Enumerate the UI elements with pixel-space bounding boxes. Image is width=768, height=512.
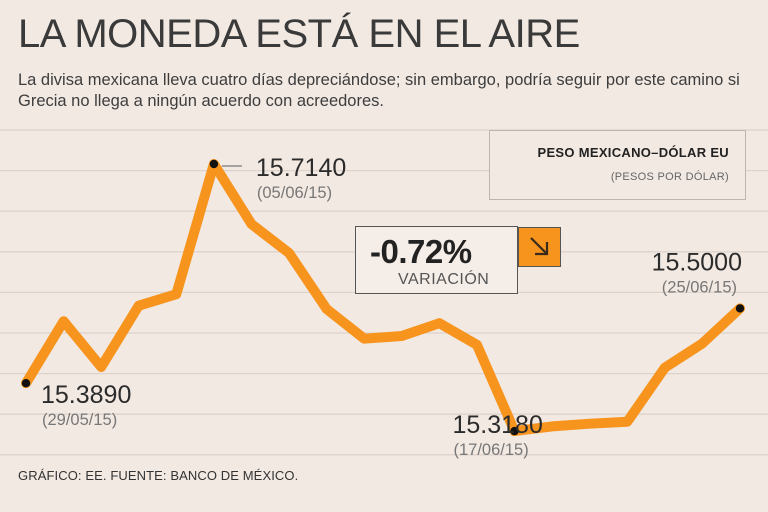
annotation-value: 15.3890 [41,381,131,409]
annotation-date: (05/06/15) [257,184,332,202]
legend-subtitle: (PESOS POR DÓLAR) [610,171,729,183]
annotation-value: 15.7140 [256,154,346,182]
annotation-value: 15.3180 [453,411,543,439]
annotation-date: (17/06/15) [454,441,529,459]
annotation-date: (25/06/15) [662,278,737,296]
annotation-marker [735,304,745,313]
annotation-value: 15.5000 [652,248,742,276]
annotation-marker [510,426,519,436]
annotation-marker [21,379,31,388]
chart-title: LA MONEDA ESTÁ EN EL AIRE [18,12,580,56]
variation-value: -0.72% [370,233,472,270]
variation-box: -0.72% VARIACIÓN [355,226,518,294]
variation-label: VARIACIÓN [398,271,490,288]
annotation-date: (29/05/15) [42,411,117,429]
legend-title: PESO MEXICANO–DÓLAR EU [537,145,729,160]
legend-box: PESO MEXICANO–DÓLAR EU (PESOS POR DÓLAR) [489,130,746,200]
annotations: 15.3890 (29/05/15) 15.7140 (05/06/15) 15.318… [21,154,745,459]
annotation-marker [209,159,219,169]
source-credit: GRÁFICO: EE. FUENTE: BANCO DE MÉXICO. [18,468,299,483]
series-line [21,159,745,437]
chart-subtitle: La divisa mexicana lleva cuatro días dep… [18,71,740,110]
arrow-down-right-icon [518,227,561,267]
series-line-group [21,159,745,437]
